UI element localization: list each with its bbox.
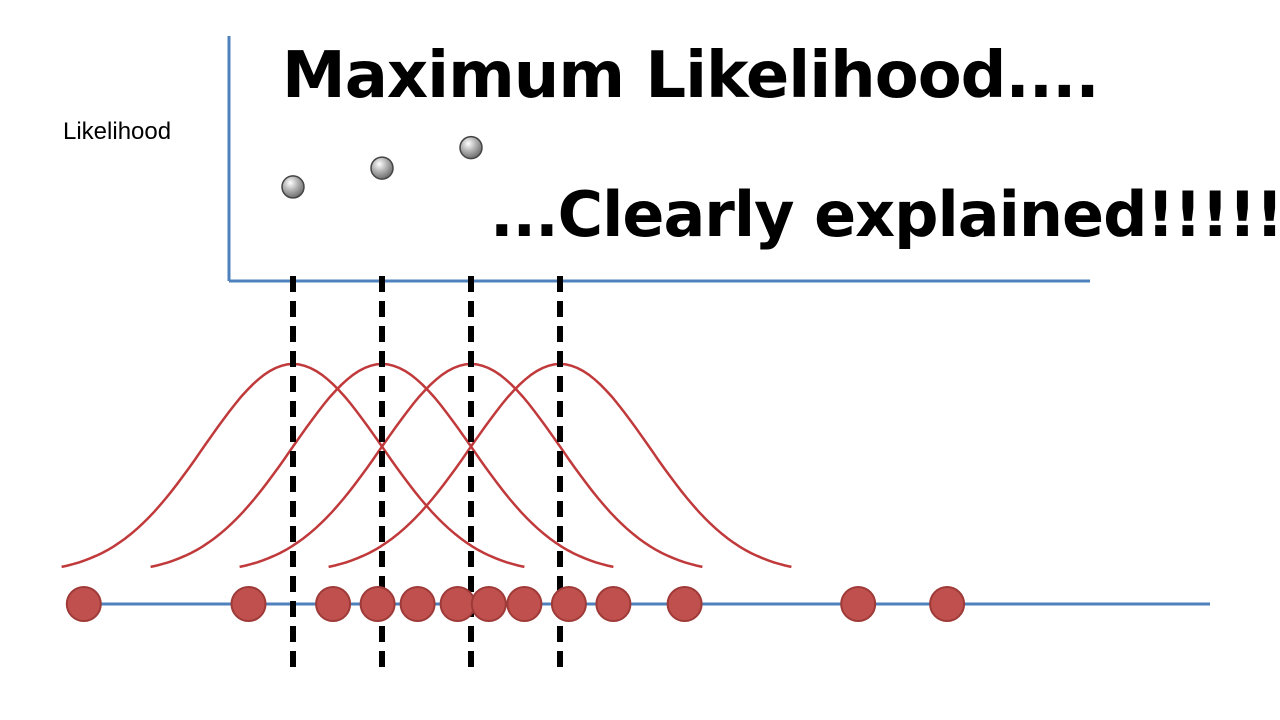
data-point [506,586,543,622]
data-point [359,586,396,622]
data-point [230,586,267,622]
data-point [595,586,632,622]
data-point [470,586,507,622]
data-point [439,586,476,622]
likelihood-point-2 [370,156,394,180]
data-point [399,586,436,622]
slide-title: Maximum Likelihood.... [282,39,1100,113]
data-point [315,586,352,622]
data-point [666,586,703,622]
data-point [550,586,587,622]
likelihood-axis-label: Likelihood [63,118,172,145]
data-point [65,586,102,622]
likelihood-point-3 [459,135,483,160]
slide-subtitle: ...Clearly explained!!!!!! [490,178,1280,251]
data-point [840,586,877,622]
likelihood-point-1 [281,175,305,199]
data-point [929,586,966,622]
